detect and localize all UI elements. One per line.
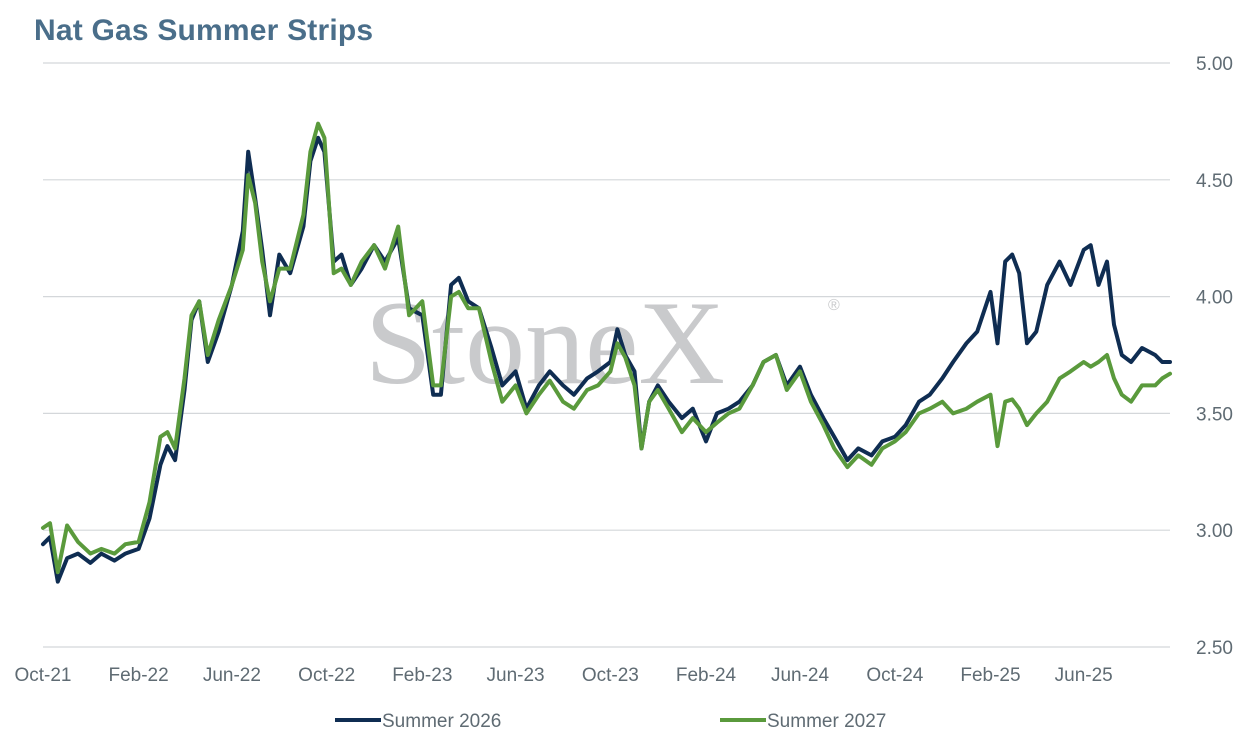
y-tick-label: 5.00 <box>1196 54 1233 75</box>
watermark: StoneX ® <box>365 276 840 409</box>
series-line-2 <box>41 121 1172 575</box>
series-line-1 <box>41 135 1172 584</box>
x-tick-label: Feb-22 <box>108 665 168 686</box>
x-tick-label: Jun-24 <box>771 665 830 686</box>
y-tick-label: 4.50 <box>1196 171 1233 192</box>
y-tick-label: 3.50 <box>1196 404 1233 425</box>
x-tick-label: Oct-23 <box>582 665 639 686</box>
x-tick-label: Oct-22 <box>298 665 355 686</box>
watermark-registered-mark: ® <box>828 297 840 314</box>
y-tick-label: 3.00 <box>1196 521 1233 542</box>
legend: Summer 2026 Summer 2027 <box>335 711 886 732</box>
x-tick-label: Oct-21 <box>14 665 71 686</box>
grid-lines <box>43 62 1170 648</box>
series-layer <box>41 121 1172 584</box>
x-tick-label: Feb-24 <box>676 665 737 686</box>
chart-title: Nat Gas Summer Strips <box>34 14 374 47</box>
y-axis: 2.50 3.00 3.50 4.00 4.50 5.00 <box>1196 54 1233 659</box>
x-tick-label: Jun-23 <box>487 665 545 686</box>
x-tick-label: Jun-22 <box>203 665 261 686</box>
x-tick-label: Feb-25 <box>960 665 1020 686</box>
x-axis: Oct-21 Feb-22 Jun-22 Oct-22 Feb-23 Jun-23 Oct-… <box>14 665 1112 686</box>
y-tick-label: 2.50 <box>1196 638 1233 659</box>
legend-label: Summer 2026 <box>382 711 501 732</box>
legend-label: Summer 2027 <box>767 711 886 732</box>
x-tick-label: Feb-23 <box>392 665 452 686</box>
x-tick-label: Oct-24 <box>866 665 923 686</box>
x-tick-label: Jun-25 <box>1055 665 1113 686</box>
y-tick-label: 4.00 <box>1196 288 1233 309</box>
